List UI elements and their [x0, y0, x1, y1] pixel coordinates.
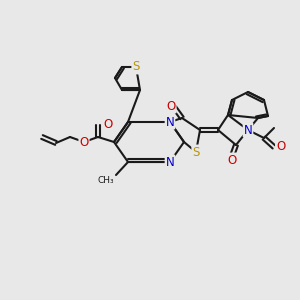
Text: O: O: [167, 100, 176, 112]
Text: O: O: [103, 118, 112, 131]
Text: N: N: [166, 116, 174, 128]
Text: CH₃: CH₃: [98, 176, 114, 185]
Text: N: N: [244, 124, 252, 136]
Text: O: O: [227, 154, 237, 166]
Text: S: S: [132, 61, 140, 74]
Text: S: S: [192, 146, 200, 158]
Text: O: O: [276, 140, 285, 154]
Text: O: O: [80, 136, 88, 148]
Text: N: N: [166, 155, 174, 169]
